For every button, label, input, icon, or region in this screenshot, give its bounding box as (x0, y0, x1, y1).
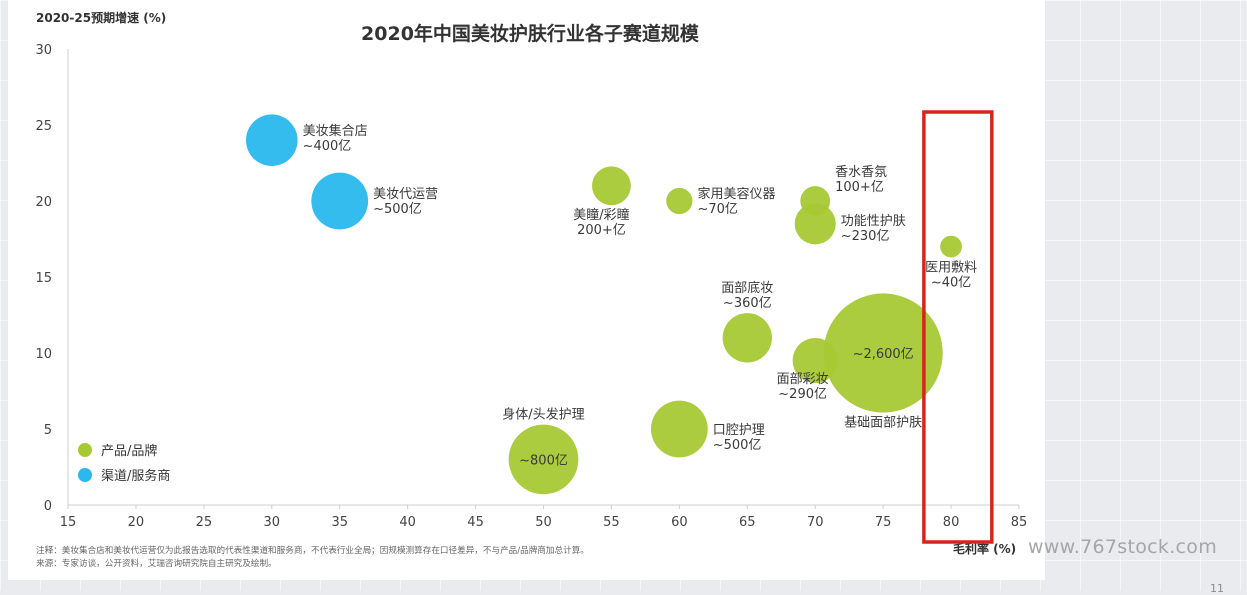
bubble (722, 313, 772, 363)
x-tick-label: 30 (264, 515, 281, 530)
bubble-label: 口腔护理 (713, 423, 765, 438)
bubble-label: 美妆代运营 (373, 187, 438, 202)
bubble-label: 美妆集合店 (303, 123, 368, 139)
bubble-label: ~40亿 (931, 275, 971, 290)
y-axis-label: 2020-25预期增速 (%) (36, 10, 166, 25)
legend-swatch-product (78, 443, 92, 457)
bubble-label: 面部彩妆 (777, 372, 829, 387)
highlight-box (922, 110, 994, 544)
y-tick-label: 15 (35, 271, 52, 286)
x-tick-label: 35 (331, 515, 348, 530)
bubble-label: 面部底妆 (721, 280, 773, 296)
x-tick-label: 45 (467, 515, 484, 530)
y-tick-label: 30 (35, 43, 52, 58)
x-tick-label: 60 (671, 515, 688, 530)
axes: 15 20 25 30 35 40 45 50 55 60 65 70 75 80 85 0 5 10 15 20 25… (35, 43, 1027, 530)
y-tick-label: 10 (35, 347, 52, 362)
x-tick-label: 80 (943, 515, 960, 530)
bubble-label: ~400亿 (303, 139, 352, 154)
bubble (508, 424, 579, 495)
bubble (823, 293, 943, 413)
x-tick-label: 75 (875, 515, 892, 530)
bubble-inner-label: ~800亿 (519, 453, 568, 468)
legend: 产品/品牌 渠道/服务商 (78, 443, 170, 484)
y-tick-label: 20 (35, 195, 52, 210)
y-tick-label: 0 (44, 499, 52, 514)
bubble-label: 基础面部护肤 (844, 416, 922, 431)
bubble-label: ~230亿 (841, 229, 890, 244)
bubble-inner-label: ~2,600亿 (853, 347, 914, 362)
x-tick-label: 70 (807, 515, 824, 530)
bubble-label: 医用敷料 (925, 260, 977, 275)
bubble-label: 家用美容仪器 (697, 186, 775, 202)
bubble-label: 美瞳/彩瞳 (573, 208, 629, 223)
x-tick-label: 85 (1011, 515, 1028, 530)
legend-label-channel: 渠道/服务商 (101, 468, 170, 484)
page-number: 11 (1210, 582, 1224, 595)
bubble-label: ~360亿 (723, 296, 772, 311)
chart-note: 注释：美妆集合店和美妆代运营仅为此报告选取的代表性渠道和服务商，不代表行业全局；… (36, 544, 589, 556)
x-tick-label: 40 (399, 515, 416, 530)
bubble-label: 200+亿 (577, 223, 626, 238)
bubble-label: 100+亿 (835, 180, 884, 195)
y-tick-label: 5 (44, 423, 52, 438)
x-tick-label: 20 (128, 515, 145, 530)
x-tick-label: 50 (535, 515, 552, 530)
bubble-label: ~290亿 (778, 387, 827, 402)
bubble (245, 114, 298, 166)
legend-swatch-channel (78, 468, 92, 482)
watermark: www.767stock.com (1028, 536, 1218, 558)
bubble-label: 功能性护肤 (841, 214, 906, 229)
bubble-label: ~70亿 (697, 202, 737, 217)
chart-source: 来源：专家访谈，公开资料，艾瑞咨询研究院自主研究及绘制。 (36, 557, 277, 569)
y-tick-label: 25 (35, 119, 52, 134)
bubble (794, 203, 836, 245)
bubble-labels: ~800亿身体/头发护理口腔护理~500亿美瞳/彩瞳200+亿家用美容仪器~70… (303, 123, 977, 468)
bubbles (245, 114, 962, 495)
x-axis-label: 毛利率 (%) (953, 541, 1016, 556)
bubble (311, 172, 369, 230)
chart-title: 2020年中国美妆护肤行业各子赛道规模 (361, 22, 700, 45)
x-tick-label: 25 (196, 515, 213, 530)
x-tick-label: 65 (739, 515, 756, 530)
bubble-label: 香水香氛 (835, 165, 887, 180)
bubble (940, 235, 962, 258)
bubble (592, 166, 631, 206)
bubble (666, 187, 693, 215)
bubble-label: ~500亿 (713, 438, 762, 453)
bubble-label: 身体/头发护理 (502, 407, 584, 423)
x-tick-label: 55 (603, 515, 620, 530)
bubble-label: ~500亿 (373, 202, 422, 217)
legend-label-product: 产品/品牌 (101, 443, 157, 459)
bubble (650, 400, 708, 458)
x-tick-label: 15 (60, 515, 77, 530)
